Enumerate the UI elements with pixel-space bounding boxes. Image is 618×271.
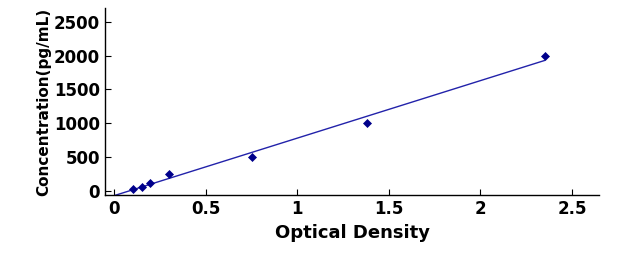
Y-axis label: Concentration(pg/mL): Concentration(pg/mL) — [36, 8, 51, 196]
X-axis label: Optical Density: Optical Density — [275, 224, 430, 241]
